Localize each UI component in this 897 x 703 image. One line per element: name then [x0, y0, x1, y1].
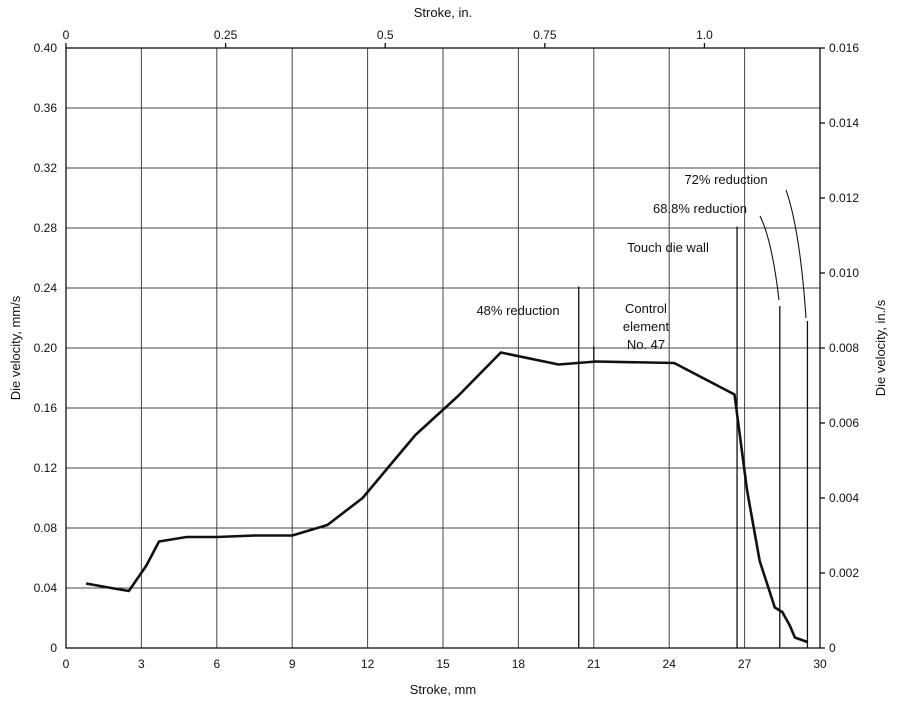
y2-tick-label: 0.016 [829, 41, 859, 55]
y-tick-label: 0.20 [34, 341, 58, 355]
x-tick-label: 21 [587, 657, 601, 671]
x2-tick-label: 0.25 [214, 28, 238, 42]
x2-axis-title: Stroke, in. [414, 5, 473, 20]
y-tick-label: 0.32 [34, 161, 58, 175]
annotation-68-8-reduction: 68.8% reduction [653, 201, 747, 216]
x-tick-label: 24 [663, 657, 677, 671]
y2-axis-title: Die velocity, in./s [873, 299, 888, 396]
x-tick-label: 30 [813, 657, 827, 671]
x2-tick-label: 1.0 [696, 28, 713, 42]
annotation-control-element-line2: element [623, 319, 670, 334]
x-tick-label: 9 [289, 657, 296, 671]
series-line [85, 351, 808, 644]
x2-tick-label: 0 [63, 28, 70, 42]
y-tick-label: 0.28 [34, 221, 58, 235]
y-tick-label: 0.12 [34, 461, 58, 475]
x-tick-label: 12 [361, 657, 375, 671]
x-tick-label: 15 [436, 657, 450, 671]
x2-tick-label: 0.75 [533, 28, 557, 42]
grid-lines [66, 48, 820, 648]
y-tick-label: 0.08 [34, 521, 58, 535]
annotation-touch-die-wall: Touch die wall [627, 240, 709, 255]
x-tick-label: 27 [738, 657, 752, 671]
y-tick-label: 0.04 [34, 581, 58, 595]
x-tick-label: 18 [512, 657, 526, 671]
y2-tick-label: 0.006 [829, 416, 859, 430]
x-tick-label: 3 [138, 657, 145, 671]
y2-tick-label: 0.014 [829, 116, 859, 130]
annotation-control-element-line1: Control [625, 301, 667, 316]
y-tick-label: 0.40 [34, 41, 58, 55]
leader-72-reduction [785, 189, 807, 319]
annotation-72-reduction: 72% reduction [684, 172, 767, 187]
x2-tick-label: 0.5 [377, 28, 394, 42]
y-tick-label: 0.24 [34, 281, 58, 295]
annotation-markers [578, 189, 809, 648]
y2-tick-label: 0.010 [829, 266, 859, 280]
y2-tick-label: 0.004 [829, 491, 859, 505]
y2-tick-label: 0 [829, 641, 836, 655]
y-tick-label: 0 [50, 641, 57, 655]
x-axis-title: Stroke, mm [410, 682, 476, 697]
y2-tick-label: 0.008 [829, 341, 859, 355]
y-tick-label: 0.36 [34, 101, 58, 115]
tick-labels: 0 3 6 9 12 15 18 21 24 27 3000.040.080.120.160.200… [34, 28, 860, 671]
y2-tick-label: 0.012 [829, 191, 859, 205]
x-tick-label: 0 [63, 657, 70, 671]
x-tick-label: 6 [213, 657, 220, 671]
annotation-48-reduction: 48% reduction [476, 303, 559, 318]
y-axis-title: Die velocity, mm/s [8, 295, 23, 400]
leader-68-8-reduction [759, 215, 780, 301]
y2-tick-label: 0.002 [829, 566, 859, 580]
annotation-control-element-line3: No. 47 [627, 337, 665, 352]
y-tick-label: 0.16 [34, 401, 58, 415]
